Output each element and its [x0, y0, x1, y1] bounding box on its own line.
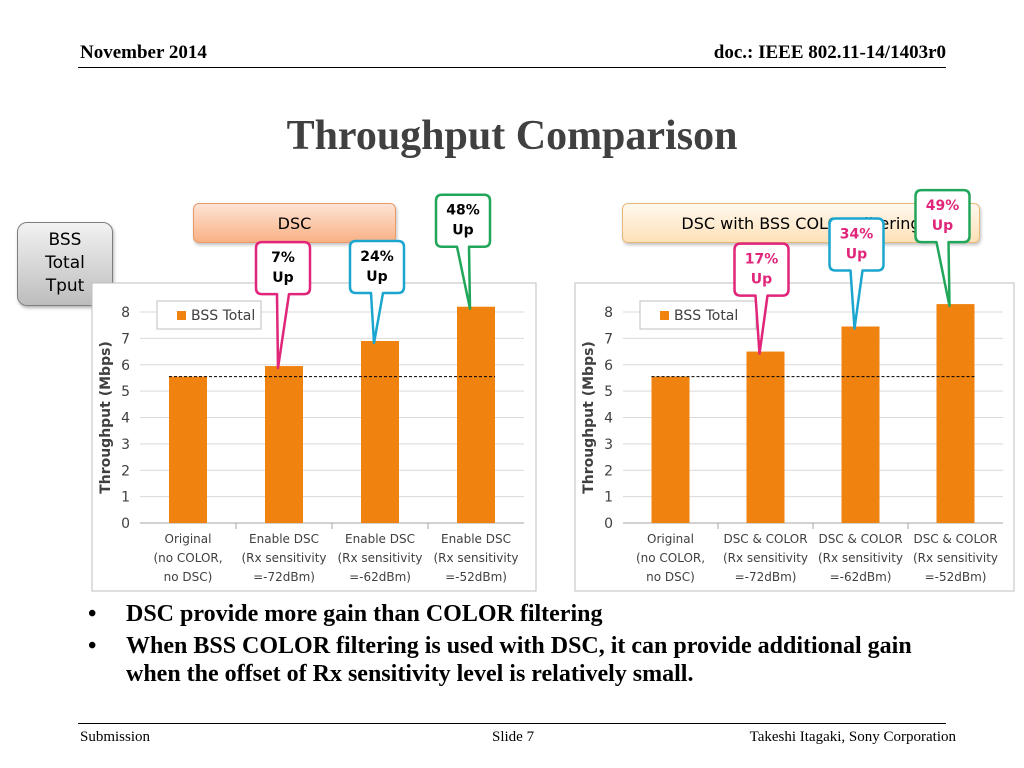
x-tick-label: (Rx sensitivity [723, 551, 808, 565]
callout-text: 24% [360, 249, 394, 265]
bullet-item: • When BSS COLOR filtering is used with … [88, 632, 948, 688]
percent-callout [828, 217, 885, 330]
x-tick-label: (no COLOR, [153, 551, 222, 565]
callout-text: 17% [745, 252, 779, 268]
legend-swatch [177, 311, 186, 320]
percent-callout [254, 240, 312, 370]
x-tick-label: DSC & COLOR [818, 532, 902, 546]
y-tick-label: 1 [121, 490, 130, 506]
header-date: November 2014 [80, 42, 207, 63]
callout-text: Up [272, 270, 293, 286]
callout-text: Up [366, 269, 387, 285]
y-tick-label: 2 [121, 463, 130, 479]
legend-label: BSS Total [191, 308, 255, 324]
y-tick-label: 5 [121, 384, 130, 400]
tag-dsc: DSC [193, 203, 396, 243]
bar [457, 306, 495, 523]
bar [841, 326, 880, 523]
callout-text: Up [452, 223, 473, 239]
bullet-list: • DSC provide more gain than COLOR filte… [88, 600, 948, 692]
x-tick-label: =-72dBm) [735, 570, 797, 584]
x-tick-label: =-62dBm) [830, 570, 892, 584]
x-tick-label: =-72dBm) [253, 570, 315, 584]
x-tick-label: =-52dBm) [925, 570, 987, 584]
x-tick-label: no DSC) [646, 570, 695, 584]
percent-callout [733, 242, 790, 355]
bss-label-line: Tput [45, 276, 85, 296]
footer-submission: Submission [80, 729, 151, 745]
bullet-dot: • [88, 633, 97, 659]
y-tick-label: 1 [604, 490, 613, 506]
footer-author: Takeshi Itagaki, Sony Corporation [749, 729, 956, 745]
bar [265, 366, 303, 523]
x-tick-label: (no COLOR, [636, 551, 705, 565]
y-axis-label: Throughput (Mbps) [98, 341, 114, 494]
y-tick-label: 6 [121, 358, 130, 374]
bullet-item: • DSC provide more gain than COLOR filte… [88, 600, 948, 628]
callout-text: 48% [446, 203, 480, 219]
bss-label-line: BSS [48, 230, 82, 250]
y-tick-label: 0 [121, 516, 130, 532]
y-tick-label: 0 [604, 516, 613, 532]
x-tick-label: (Rx sensitivity [913, 551, 998, 565]
x-tick-label: DSC & COLOR [913, 532, 997, 546]
bullet-dot: • [88, 601, 97, 627]
percent-callout [348, 239, 406, 345]
y-tick-label: 4 [604, 411, 613, 427]
header-doc-id: doc.: IEEE 802.11-14/1403r0 [713, 42, 946, 63]
x-tick-label: no DSC) [164, 570, 213, 584]
y-axis-label: Throughput (Mbps) [581, 341, 597, 494]
legend-label: BSS Total [674, 308, 738, 324]
slide-title: Throughput Comparison [286, 113, 738, 159]
percent-callout [914, 188, 971, 308]
callout-text: 7% [271, 250, 295, 266]
bar [651, 376, 690, 523]
callout-text: Up [751, 272, 772, 288]
x-tick-label: =-62dBm) [349, 570, 411, 584]
y-tick-label: 2 [604, 463, 613, 479]
percent-callout [434, 193, 492, 310]
footer-slide-number: Slide 7 [492, 729, 535, 745]
callout-text: 49% [926, 198, 960, 214]
x-tick-label: Enable DSC [441, 532, 511, 546]
x-tick-label: (Rx sensitivity [433, 551, 518, 565]
bar [169, 376, 207, 523]
y-tick-label: 7 [604, 331, 613, 347]
y-tick-label: 3 [121, 437, 130, 453]
y-tick-label: 4 [121, 411, 130, 427]
legend-box [639, 300, 757, 330]
legend-swatch [660, 311, 669, 320]
bar [746, 351, 785, 523]
legend-box [156, 300, 262, 330]
x-tick-label: Original [165, 532, 212, 546]
y-tick-label: 7 [121, 331, 130, 347]
bar [361, 341, 399, 523]
x-tick-label: =-52dBm) [445, 570, 507, 584]
y-tick-label: 8 [604, 305, 613, 321]
callout-text: 34% [840, 227, 874, 243]
callout-text: Up [932, 218, 953, 234]
bss-label-line: Total [45, 253, 85, 273]
y-tick-label: 5 [604, 384, 613, 400]
bullet-text: When BSS COLOR filtering is used with DS… [126, 633, 912, 687]
x-tick-label: (Rx sensitivity [818, 551, 903, 565]
y-tick-label: 3 [604, 437, 613, 453]
x-tick-label: DSC & COLOR [723, 532, 807, 546]
footer-rule [78, 723, 946, 724]
x-tick-label: Original [647, 532, 694, 546]
y-tick-label: 6 [604, 358, 613, 374]
x-tick-label: (Rx sensitivity [241, 551, 326, 565]
callout-text: Up [846, 247, 867, 263]
header-rule [78, 67, 946, 68]
x-tick-label: Enable DSC [249, 532, 319, 546]
x-tick-label: Enable DSC [345, 532, 415, 546]
bar [936, 304, 975, 523]
y-tick-label: 8 [121, 305, 130, 321]
x-tick-label: (Rx sensitivity [337, 551, 422, 565]
bullet-text: DSC provide more gain than COLOR filteri… [126, 601, 603, 627]
